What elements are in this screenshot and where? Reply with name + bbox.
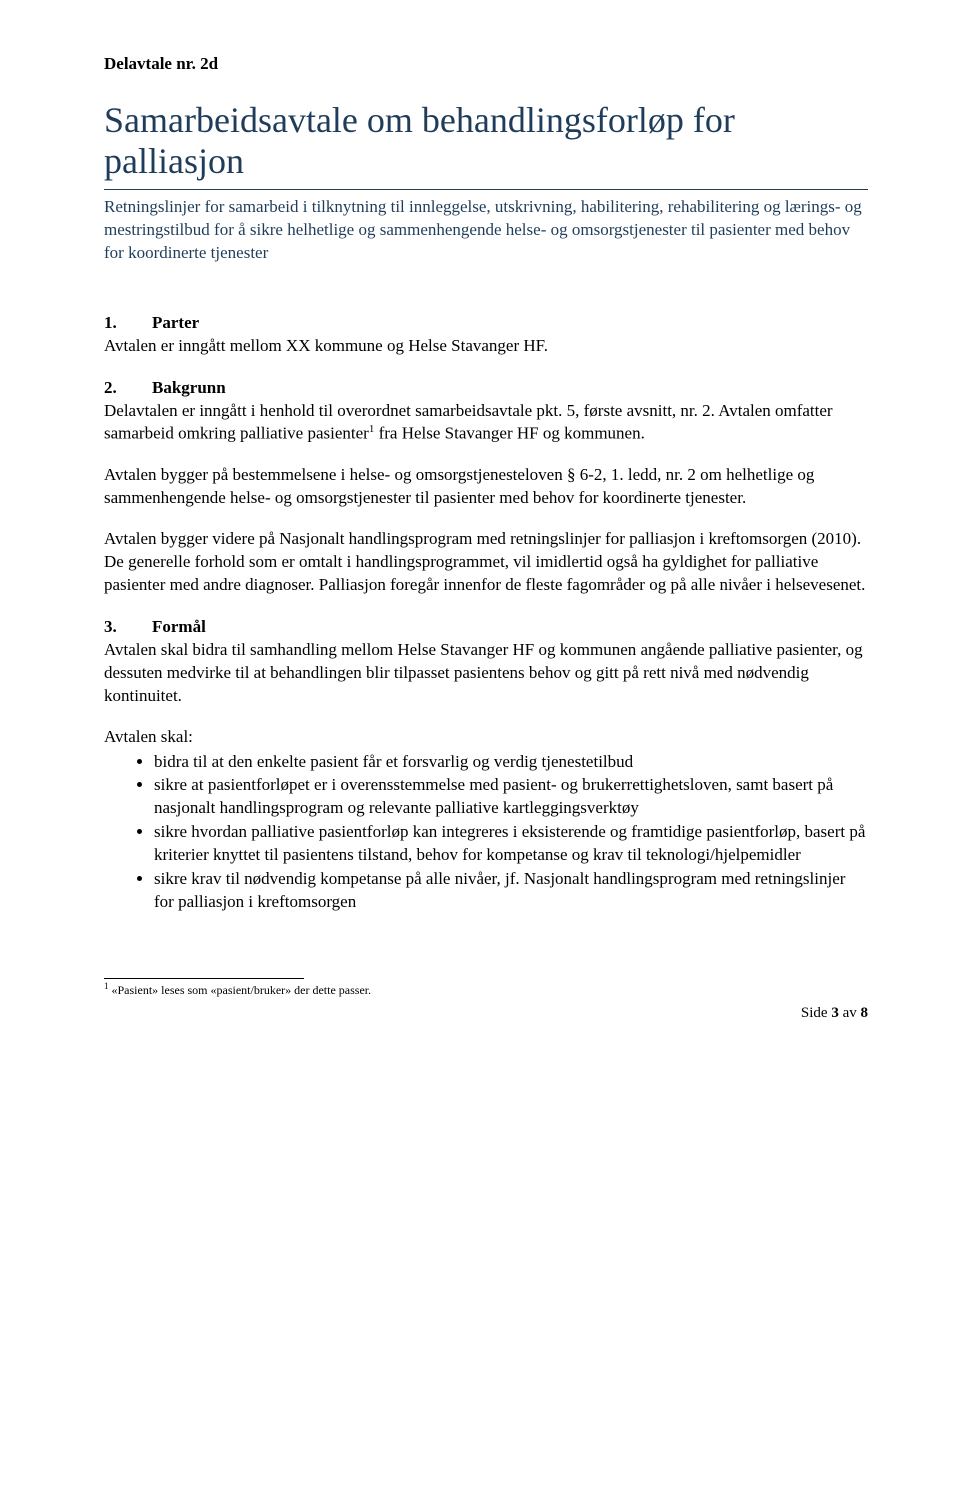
section-formaal: 3.Formål Avtalen skal bidra til samhandl…	[104, 617, 868, 914]
page-footer: Side 3 av 8	[104, 1005, 868, 1022]
paragraph: Delavtalen er inngått i henhold til over…	[104, 400, 868, 447]
list-item: sikre krav til nødvendig kompetanse på a…	[154, 868, 868, 914]
footnote: 1 «Pasient» leses som «pasient/bruker» d…	[104, 981, 868, 999]
text-run: fra Helse Stavanger HF og kommunen.	[374, 424, 645, 443]
footnote-text: «Pasient» leses som «pasient/bruker» der…	[109, 983, 372, 997]
footnote-rule	[104, 978, 304, 979]
title-rule	[104, 189, 868, 190]
page-container: Delavtale nr. 2d Samarbeidsavtale om beh…	[0, 0, 960, 1062]
section-number: 3.	[104, 617, 152, 637]
section-title: Bakgrunn	[152, 378, 226, 397]
paragraph: Avtalen bygger på bestemmelsene i helse-…	[104, 464, 868, 510]
paragraph: Avtalen bygger videre på Nasjonalt handl…	[104, 528, 868, 597]
section-parter: 1.Parter Avtalen er inngått mellom XX ko…	[104, 313, 868, 358]
page-total: 8	[861, 1005, 869, 1021]
section-heading: 2.Bakgrunn	[104, 378, 868, 398]
paragraph: Avtalen skal bidra til samhandling mello…	[104, 639, 868, 708]
list-item: sikre at pasientforløpet er i overensste…	[154, 774, 868, 820]
section-number: 2.	[104, 378, 152, 398]
document-title: Samarbeidsavtale om behandlingsforløp fo…	[104, 100, 868, 183]
document-subtitle: Retningslinjer for samarbeid i tilknytni…	[104, 196, 868, 265]
list-label: Avtalen skal:	[104, 726, 868, 749]
section-title: Formål	[152, 617, 206, 636]
section-bakgrunn: 2.Bakgrunn Delavtalen er inngått i henho…	[104, 378, 868, 597]
section-title: Parter	[152, 313, 199, 332]
section-number: 1.	[104, 313, 152, 333]
page-label: Side	[801, 1005, 831, 1021]
document-label: Delavtale nr. 2d	[104, 54, 868, 74]
list-item: sikre hvordan palliative pasientforløp k…	[154, 821, 868, 867]
page-number: 3	[831, 1005, 839, 1021]
paragraph: Avtalen er inngått mellom XX kommune og …	[104, 335, 868, 358]
list-item: bidra til at den enkelte pasient får et …	[154, 751, 868, 774]
bullet-list: bidra til at den enkelte pasient får et …	[104, 751, 868, 915]
page-sep: av	[839, 1005, 861, 1021]
section-heading: 1.Parter	[104, 313, 868, 333]
section-heading: 3.Formål	[104, 617, 868, 637]
